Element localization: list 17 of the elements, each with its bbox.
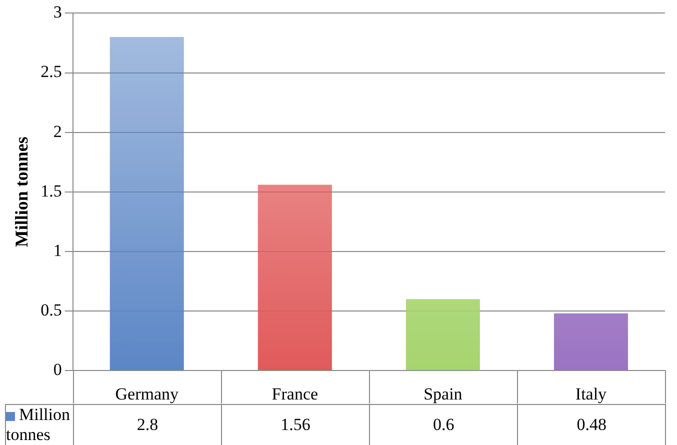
x-tick-label: France [272, 384, 318, 404]
x-tick-label: Italy [575, 384, 608, 404]
data-label: 0.6 [370, 404, 518, 445]
y-tick-label: 1.5 [40, 181, 62, 200]
y-axis-title: Million tonnes [11, 136, 32, 248]
data-label: 2.8 [74, 404, 222, 445]
data-label: 0.48 [518, 404, 666, 445]
x-tick-label: Spain [424, 384, 463, 404]
y-tick-label: 1 [53, 240, 62, 260]
y-tick-label: 2.5 [40, 62, 62, 82]
y-tick-label: 0.5 [40, 300, 62, 320]
legend-label: Million tonnes [6, 404, 74, 445]
x-tick-label: Germany [115, 384, 179, 404]
y-tick-label: 3 [53, 2, 62, 22]
y-tick-label: 2 [53, 122, 62, 141]
data-label: 1.56 [222, 404, 370, 445]
y-tick-label: 0 [53, 360, 62, 380]
